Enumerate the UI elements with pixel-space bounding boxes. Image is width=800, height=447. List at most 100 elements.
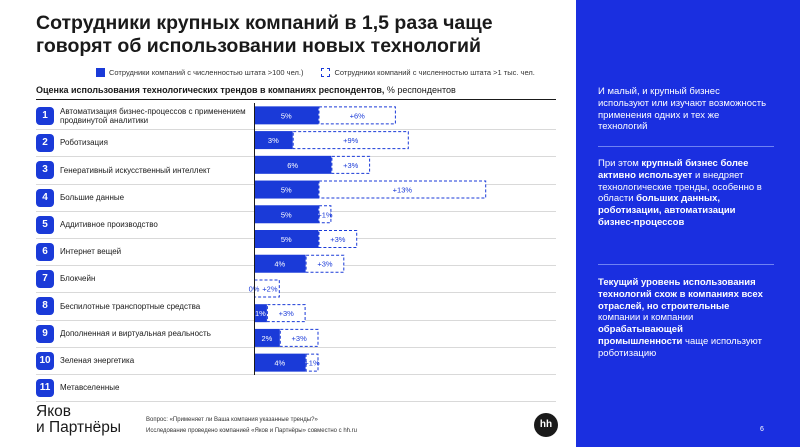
data-label-large-6: 5%: [281, 235, 292, 244]
row-number-badge: 3: [36, 161, 54, 180]
bar-large-10: [254, 328, 280, 347]
data-label-xlarge-7: +3%: [317, 260, 333, 269]
row-number-badge: 4: [36, 188, 54, 207]
insight-divider-1: [598, 146, 774, 147]
bar-large-9: [254, 304, 267, 323]
data-label-xlarge-4: +13%: [393, 186, 413, 195]
insight-3-c: обрабатывающей промышленности: [598, 324, 683, 347]
data-label-xlarge-8: +2%: [262, 284, 278, 293]
row-number-badge: 2: [36, 134, 54, 153]
data-label-xlarge-10: +3%: [292, 334, 308, 343]
footer-question: Вопрос: «Применяет ли Ваша компания указ…: [146, 417, 318, 423]
row-number-badge: 6: [36, 242, 54, 261]
row-label: Дополненная и виртуальная реальность: [60, 328, 211, 338]
insight-2-c: и внедряет технологические тренды, особе…: [598, 169, 762, 205]
subtitle-divider: [36, 99, 556, 100]
main-area: Сотрудники крупных компаний в 1,5 раза ч…: [36, 12, 558, 437]
bar-large-7: [254, 254, 306, 273]
row-label: Беспилотные транспортные средства: [60, 301, 201, 311]
bar-xlarge-11: [305, 353, 319, 372]
bar-large-3: [254, 155, 332, 174]
bar-xlarge-5: [318, 205, 332, 224]
bar-large-2: [254, 131, 293, 150]
legend-label-xlarge: Сотрудники компаний с численностью штата…: [334, 68, 535, 77]
row-number-badge: 9: [36, 324, 54, 343]
row-label: Аддитивное производство: [60, 220, 158, 229]
bar-large-1: [254, 106, 319, 125]
table-row: 9 Дополненная и виртуальная реальность: [36, 321, 556, 348]
footer-source: Исследование проведено компанией «Яков и…: [146, 428, 358, 434]
insight-3-a: Текущий уровень использования технологий…: [598, 277, 763, 312]
data-label-xlarge-2: +9%: [343, 136, 359, 145]
table-row: 1 Автоматизация бизнес-процессов с примен…: [36, 103, 556, 131]
insight-2-a: При этом: [598, 158, 642, 169]
legend-swatch-dashed: [321, 68, 331, 77]
row-number-badge: 1: [36, 107, 54, 125]
insight-3-d: чаще используют роботизацию: [598, 335, 762, 359]
chart-subtitle-bold: Оценка использования технологических тре…: [36, 85, 385, 95]
data-label-xlarge-11: +1%: [304, 359, 320, 368]
bar-large-5: [254, 205, 319, 224]
legend-item-xlarge: Сотрудники компаний с численностью штата…: [321, 68, 535, 77]
data-label-xlarge-9: +3%: [279, 309, 295, 318]
insight-3-b: компании и компании: [598, 312, 694, 324]
bar-chart: 5%+6%3%+9%6%+3%5%+13%5%+1%5%+3%4%+3%0%+2…: [249, 106, 487, 372]
bar-xlarge-6: [318, 230, 358, 248]
data-label-large-9: 1%: [255, 309, 266, 318]
bar-xlarge-10: [279, 328, 319, 347]
row-number-badge: 11: [36, 378, 54, 397]
insight-1-text: И малый, и крупный бизнес используют или…: [598, 86, 767, 133]
chart-subtitle-unit: % респондентов: [384, 85, 456, 95]
page-number: 6: [760, 426, 764, 433]
row-label: Метавселенные: [60, 383, 120, 393]
chart-axis: [254, 103, 255, 375]
bar-xlarge-1: [318, 106, 396, 125]
bar-large-11: [254, 353, 306, 372]
row-label: Роботизация: [60, 138, 108, 148]
row-label: Зеленая энергетика: [60, 355, 135, 365]
company-logo-line1: Яков: [36, 403, 72, 420]
data-label-large-7: 4%: [274, 260, 285, 269]
company-logo-line2: и Партнёры: [36, 419, 122, 436]
chart-subtitle: Оценка использования технологических тре…: [36, 85, 456, 95]
bar-xlarge-3: [331, 155, 371, 174]
legend-item-large: Сотрудники компаний с численностью штата…: [96, 68, 303, 77]
footer-note: Вопрос: «Применяет ли Ваша компания указ…: [146, 415, 357, 437]
insight-3: Текущий уровень использования технологий…: [598, 277, 768, 360]
row-number-badge: 10: [36, 351, 54, 370]
bar-large-4: [254, 180, 319, 199]
insight-2-b: крупный бизнес более активно использует: [598, 158, 749, 181]
row-label: Генеративный искусственный интеллект: [60, 165, 211, 175]
hh-logo: hh: [534, 413, 558, 437]
chart-legend: Сотрудники компаний с численностью штата…: [96, 68, 553, 77]
bar-xlarge-9: [266, 304, 306, 323]
data-label-xlarge-6: +3%: [330, 235, 346, 244]
bar-xlarge-2: [292, 131, 409, 150]
page-title: Сотрудники крупных компаний в 1,5 раза ч…: [36, 12, 493, 57]
table-row: 7 Блокчейн: [36, 266, 556, 294]
bar-xlarge-7: [305, 254, 345, 273]
legend-swatch-solid: [96, 68, 105, 77]
bar-xlarge-4: [318, 180, 487, 199]
table-row: 11 Метавселенные: [36, 375, 556, 403]
data-label-xlarge-3: +3%: [343, 161, 359, 170]
row-number-badge: 5: [36, 215, 54, 234]
data-label-large-2: 3%: [268, 136, 279, 145]
company-logo: Яков и Партнёры: [36, 404, 121, 436]
data-label-large-4: 5%: [281, 186, 292, 195]
legend-label-large: Сотрудники компаний с численностью штата…: [109, 68, 304, 77]
row-label: Блокчейн: [60, 274, 96, 284]
bar-large-6: [254, 230, 319, 248]
data-label-large-10: 2%: [261, 334, 272, 343]
insight-1: И малый, и крупный бизнес используют или…: [598, 86, 768, 133]
table-row: 10 Зеленая энергетика: [36, 348, 556, 375]
insight-divider-2: [598, 264, 774, 265]
data-label-large-1: 5%: [281, 111, 292, 120]
insight-2-d: больших данных, роботизации, автоматизац…: [598, 193, 736, 228]
insight-2: При этом крупный бизнес более активно ис…: [598, 158, 768, 229]
data-label-large-5: 5%: [281, 210, 292, 219]
row-label: Автоматизация бизнес-процессов с примене…: [60, 106, 246, 126]
row-number-badge: 8: [36, 297, 54, 316]
row-number-badge: 7: [36, 270, 54, 289]
row-label: Большие данные: [60, 192, 125, 202]
